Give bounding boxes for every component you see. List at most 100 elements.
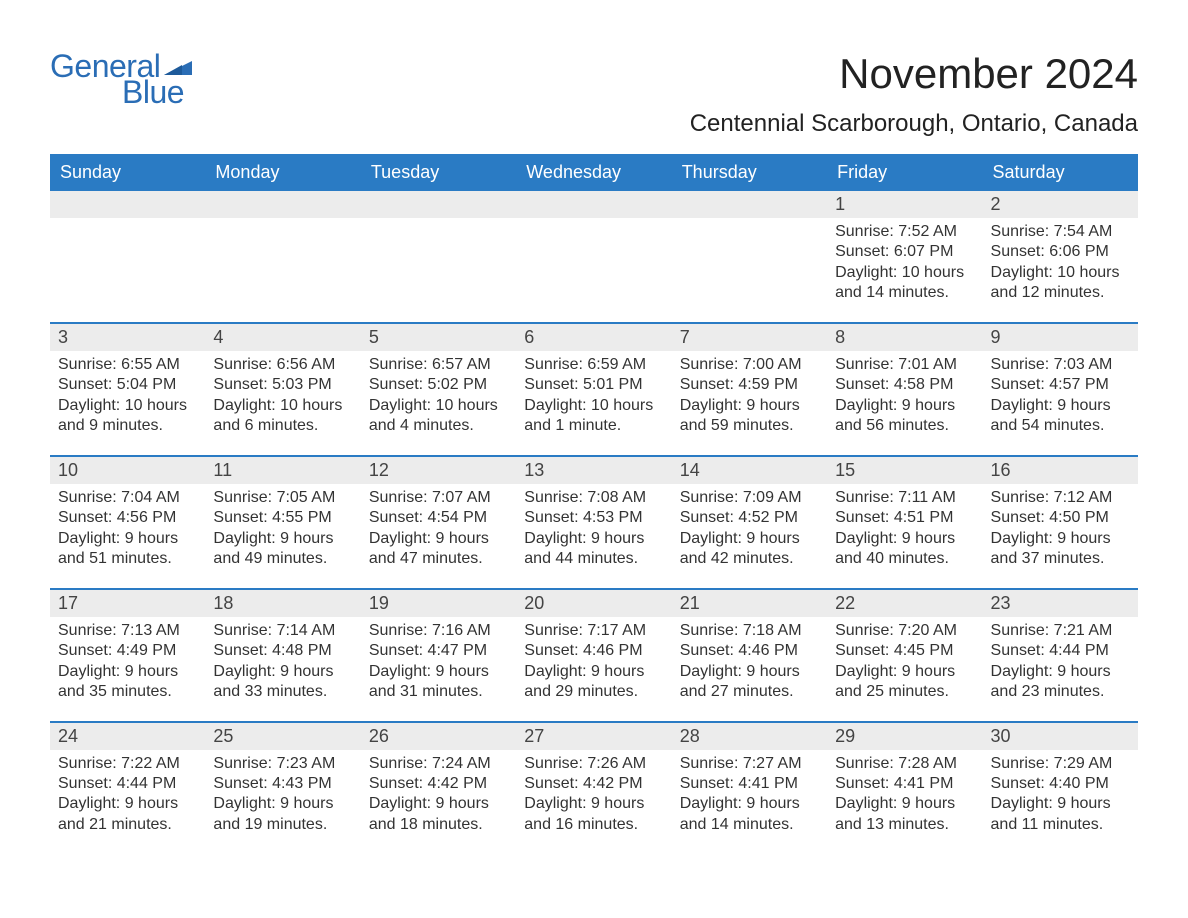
day-cell: Sunrise: 6:56 AMSunset: 5:03 PMDaylight:… bbox=[205, 351, 360, 455]
day-cell: Sunrise: 6:57 AMSunset: 5:02 PMDaylight:… bbox=[361, 351, 516, 455]
sunset-text: Sunset: 4:50 PM bbox=[991, 508, 1130, 528]
day-cell: Sunrise: 7:04 AMSunset: 4:56 PMDaylight:… bbox=[50, 484, 205, 588]
sunrise-text: Sunrise: 7:14 AM bbox=[213, 621, 352, 641]
daylight-text-line2: and 11 minutes. bbox=[991, 815, 1130, 835]
day-number: 7 bbox=[672, 324, 827, 351]
daylight-text-line1: Daylight: 10 hours bbox=[213, 396, 352, 416]
day-body-row: Sunrise: 7:52 AMSunset: 6:07 PMDaylight:… bbox=[50, 218, 1138, 322]
day-number: 10 bbox=[50, 457, 205, 484]
daylight-text-line1: Daylight: 9 hours bbox=[369, 662, 508, 682]
sunrise-text: Sunrise: 7:18 AM bbox=[680, 621, 819, 641]
day-cell: Sunrise: 6:55 AMSunset: 5:04 PMDaylight:… bbox=[50, 351, 205, 455]
sunrise-text: Sunrise: 7:28 AM bbox=[835, 754, 974, 774]
sunrise-text: Sunrise: 7:04 AM bbox=[58, 488, 197, 508]
day-cell: Sunrise: 7:12 AMSunset: 4:50 PMDaylight:… bbox=[983, 484, 1138, 588]
location-subtitle: Centennial Scarborough, Ontario, Canada bbox=[690, 110, 1138, 138]
daylight-text-line2: and 1 minute. bbox=[524, 416, 663, 436]
weeks-container: 12Sunrise: 7:52 AMSunset: 6:07 PMDayligh… bbox=[50, 191, 1138, 853]
sunrise-text: Sunrise: 7:00 AM bbox=[680, 355, 819, 375]
day-cell: Sunrise: 7:11 AMSunset: 4:51 PMDaylight:… bbox=[827, 484, 982, 588]
sunset-text: Sunset: 5:03 PM bbox=[213, 375, 352, 395]
daylight-text-line2: and 35 minutes. bbox=[58, 682, 197, 702]
day-cell: Sunrise: 7:24 AMSunset: 4:42 PMDaylight:… bbox=[361, 750, 516, 854]
sunrise-text: Sunrise: 7:20 AM bbox=[835, 621, 974, 641]
daylight-text-line2: and 19 minutes. bbox=[213, 815, 352, 835]
day-number-row: 12 bbox=[50, 191, 1138, 218]
day-number: 2 bbox=[983, 191, 1138, 218]
day-number: 6 bbox=[516, 324, 671, 351]
daylight-text-line1: Daylight: 9 hours bbox=[680, 794, 819, 814]
day-cell: Sunrise: 6:59 AMSunset: 5:01 PMDaylight:… bbox=[516, 351, 671, 455]
daylight-text-line1: Daylight: 10 hours bbox=[835, 263, 974, 283]
sunrise-text: Sunrise: 6:55 AM bbox=[58, 355, 197, 375]
sunset-text: Sunset: 6:07 PM bbox=[835, 242, 974, 262]
weekday-header: Monday bbox=[205, 154, 360, 191]
sunset-text: Sunset: 4:43 PM bbox=[213, 774, 352, 794]
day-number: 12 bbox=[361, 457, 516, 484]
daylight-text-line2: and 6 minutes. bbox=[213, 416, 352, 436]
day-number: 21 bbox=[672, 590, 827, 617]
sunset-text: Sunset: 4:53 PM bbox=[524, 508, 663, 528]
day-number: 4 bbox=[205, 324, 360, 351]
sunrise-text: Sunrise: 6:59 AM bbox=[524, 355, 663, 375]
day-number: 13 bbox=[516, 457, 671, 484]
weekday-header-row: Sunday Monday Tuesday Wednesday Thursday… bbox=[50, 154, 1138, 191]
daylight-text-line2: and 33 minutes. bbox=[213, 682, 352, 702]
daylight-text-line1: Daylight: 9 hours bbox=[835, 662, 974, 682]
day-cell: Sunrise: 7:22 AMSunset: 4:44 PMDaylight:… bbox=[50, 750, 205, 854]
day-number: 25 bbox=[205, 723, 360, 750]
sunset-text: Sunset: 4:42 PM bbox=[524, 774, 663, 794]
day-cell: Sunrise: 7:09 AMSunset: 4:52 PMDaylight:… bbox=[672, 484, 827, 588]
day-number: 1 bbox=[827, 191, 982, 218]
day-cell: Sunrise: 7:13 AMSunset: 4:49 PMDaylight:… bbox=[50, 617, 205, 721]
daylight-text-line2: and 44 minutes. bbox=[524, 549, 663, 569]
daylight-text-line1: Daylight: 9 hours bbox=[213, 529, 352, 549]
sunrise-text: Sunrise: 6:56 AM bbox=[213, 355, 352, 375]
sunrise-text: Sunrise: 7:01 AM bbox=[835, 355, 974, 375]
sunset-text: Sunset: 4:58 PM bbox=[835, 375, 974, 395]
daylight-text-line2: and 59 minutes. bbox=[680, 416, 819, 436]
day-number: 20 bbox=[516, 590, 671, 617]
day-number: 29 bbox=[827, 723, 982, 750]
day-number bbox=[205, 191, 360, 218]
sunset-text: Sunset: 4:47 PM bbox=[369, 641, 508, 661]
daylight-text-line1: Daylight: 9 hours bbox=[58, 794, 197, 814]
day-cell: Sunrise: 7:20 AMSunset: 4:45 PMDaylight:… bbox=[827, 617, 982, 721]
day-cell: Sunrise: 7:23 AMSunset: 4:43 PMDaylight:… bbox=[205, 750, 360, 854]
day-number: 18 bbox=[205, 590, 360, 617]
daylight-text-line2: and 31 minutes. bbox=[369, 682, 508, 702]
daylight-text-line2: and 21 minutes. bbox=[58, 815, 197, 835]
sunrise-text: Sunrise: 7:03 AM bbox=[991, 355, 1130, 375]
daylight-text-line2: and 9 minutes. bbox=[58, 416, 197, 436]
sunset-text: Sunset: 4:40 PM bbox=[991, 774, 1130, 794]
day-cell: Sunrise: 7:01 AMSunset: 4:58 PMDaylight:… bbox=[827, 351, 982, 455]
sunset-text: Sunset: 4:57 PM bbox=[991, 375, 1130, 395]
day-number: 22 bbox=[827, 590, 982, 617]
daylight-text-line1: Daylight: 9 hours bbox=[991, 794, 1130, 814]
sunset-text: Sunset: 4:46 PM bbox=[524, 641, 663, 661]
day-cell: Sunrise: 7:21 AMSunset: 4:44 PMDaylight:… bbox=[983, 617, 1138, 721]
day-cell: Sunrise: 7:26 AMSunset: 4:42 PMDaylight:… bbox=[516, 750, 671, 854]
daylight-text-line1: Daylight: 9 hours bbox=[680, 396, 819, 416]
logo-blue-text: Blue bbox=[122, 76, 192, 108]
sunset-text: Sunset: 4:41 PM bbox=[835, 774, 974, 794]
sunset-text: Sunset: 4:41 PM bbox=[680, 774, 819, 794]
daylight-text-line2: and 12 minutes. bbox=[991, 283, 1130, 303]
day-number bbox=[672, 191, 827, 218]
sunrise-text: Sunrise: 7:17 AM bbox=[524, 621, 663, 641]
day-number: 23 bbox=[983, 590, 1138, 617]
sunrise-text: Sunrise: 7:09 AM bbox=[680, 488, 819, 508]
sunset-text: Sunset: 4:49 PM bbox=[58, 641, 197, 661]
daylight-text-line1: Daylight: 9 hours bbox=[58, 662, 197, 682]
day-cell: Sunrise: 7:28 AMSunset: 4:41 PMDaylight:… bbox=[827, 750, 982, 854]
header: General Blue November 2024 Centennial Sc… bbox=[50, 50, 1138, 138]
weekday-header: Saturday bbox=[983, 154, 1138, 191]
daylight-text-line2: and 40 minutes. bbox=[835, 549, 974, 569]
day-number-row: 10111213141516 bbox=[50, 455, 1138, 484]
title-block: November 2024 Centennial Scarborough, On… bbox=[690, 50, 1138, 138]
day-number: 27 bbox=[516, 723, 671, 750]
day-number: 3 bbox=[50, 324, 205, 351]
weekday-header: Friday bbox=[827, 154, 982, 191]
month-title: November 2024 bbox=[690, 50, 1138, 98]
sunset-text: Sunset: 4:51 PM bbox=[835, 508, 974, 528]
